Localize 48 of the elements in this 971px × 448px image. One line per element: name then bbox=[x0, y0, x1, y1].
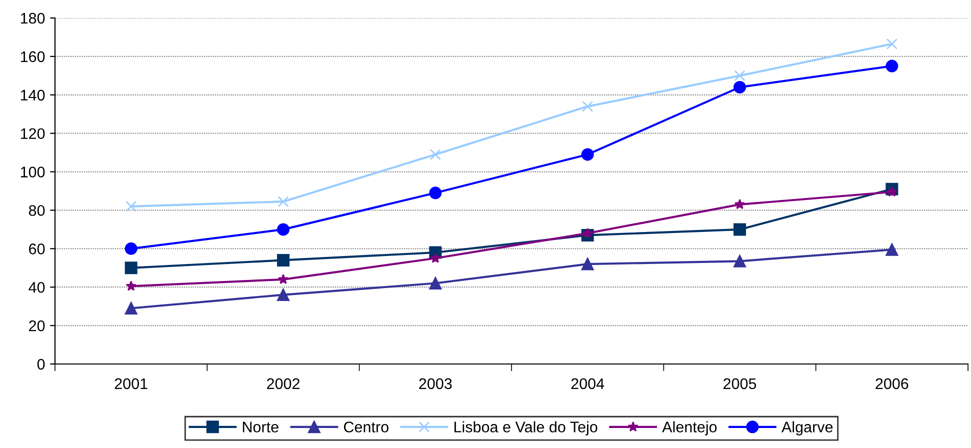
point bbox=[582, 100, 594, 112]
point bbox=[734, 70, 746, 82]
point bbox=[429, 277, 442, 290]
y-tick-label: 80 bbox=[28, 205, 45, 216]
x-tick-label: 2005 bbox=[724, 378, 756, 390]
point bbox=[582, 228, 593, 238]
point bbox=[886, 38, 898, 50]
point bbox=[124, 242, 138, 255]
y-tick-label: 100 bbox=[20, 166, 45, 178]
x-tick-label: 2004 bbox=[571, 378, 604, 390]
x-tick-label: 2001 bbox=[114, 378, 148, 390]
y-tick-label: 40 bbox=[28, 282, 45, 293]
point bbox=[886, 186, 898, 197]
point bbox=[430, 252, 441, 263]
point bbox=[886, 60, 898, 72]
point bbox=[124, 262, 138, 274]
point bbox=[277, 288, 290, 302]
y-tick-label: 20 bbox=[29, 320, 45, 332]
point bbox=[734, 198, 746, 210]
point bbox=[734, 254, 746, 268]
point bbox=[734, 223, 746, 236]
point bbox=[734, 80, 746, 94]
point bbox=[277, 254, 290, 266]
point bbox=[278, 274, 289, 284]
legend-label: Centro bbox=[344, 422, 388, 432]
x-tick-label: 2002 bbox=[267, 378, 300, 390]
point bbox=[581, 258, 594, 270]
legend-label: Alentejo bbox=[662, 421, 717, 436]
legend-label: Norte bbox=[242, 422, 278, 432]
y-tick-label: 0 bbox=[37, 358, 45, 370]
point bbox=[277, 223, 290, 236]
x-tick-label: 2003 bbox=[419, 378, 452, 390]
point bbox=[581, 148, 594, 161]
point bbox=[126, 280, 136, 291]
point bbox=[430, 148, 441, 160]
x-tick-label: 2006 bbox=[876, 378, 908, 390]
point bbox=[429, 186, 442, 200]
y-tick-label: 140 bbox=[20, 90, 45, 101]
legend-label: Lisboa e Vale do Tejo bbox=[454, 421, 598, 436]
point bbox=[124, 302, 138, 315]
y-tick-label: 60 bbox=[29, 244, 45, 254]
y-tick-label: 120 bbox=[20, 128, 45, 140]
legend-label: Algarve bbox=[781, 421, 833, 436]
point bbox=[278, 196, 289, 208]
y-tick-label: 160 bbox=[20, 51, 45, 62]
point bbox=[886, 243, 898, 256]
y-tick-label: 180 bbox=[20, 12, 45, 24]
point bbox=[126, 200, 137, 212]
